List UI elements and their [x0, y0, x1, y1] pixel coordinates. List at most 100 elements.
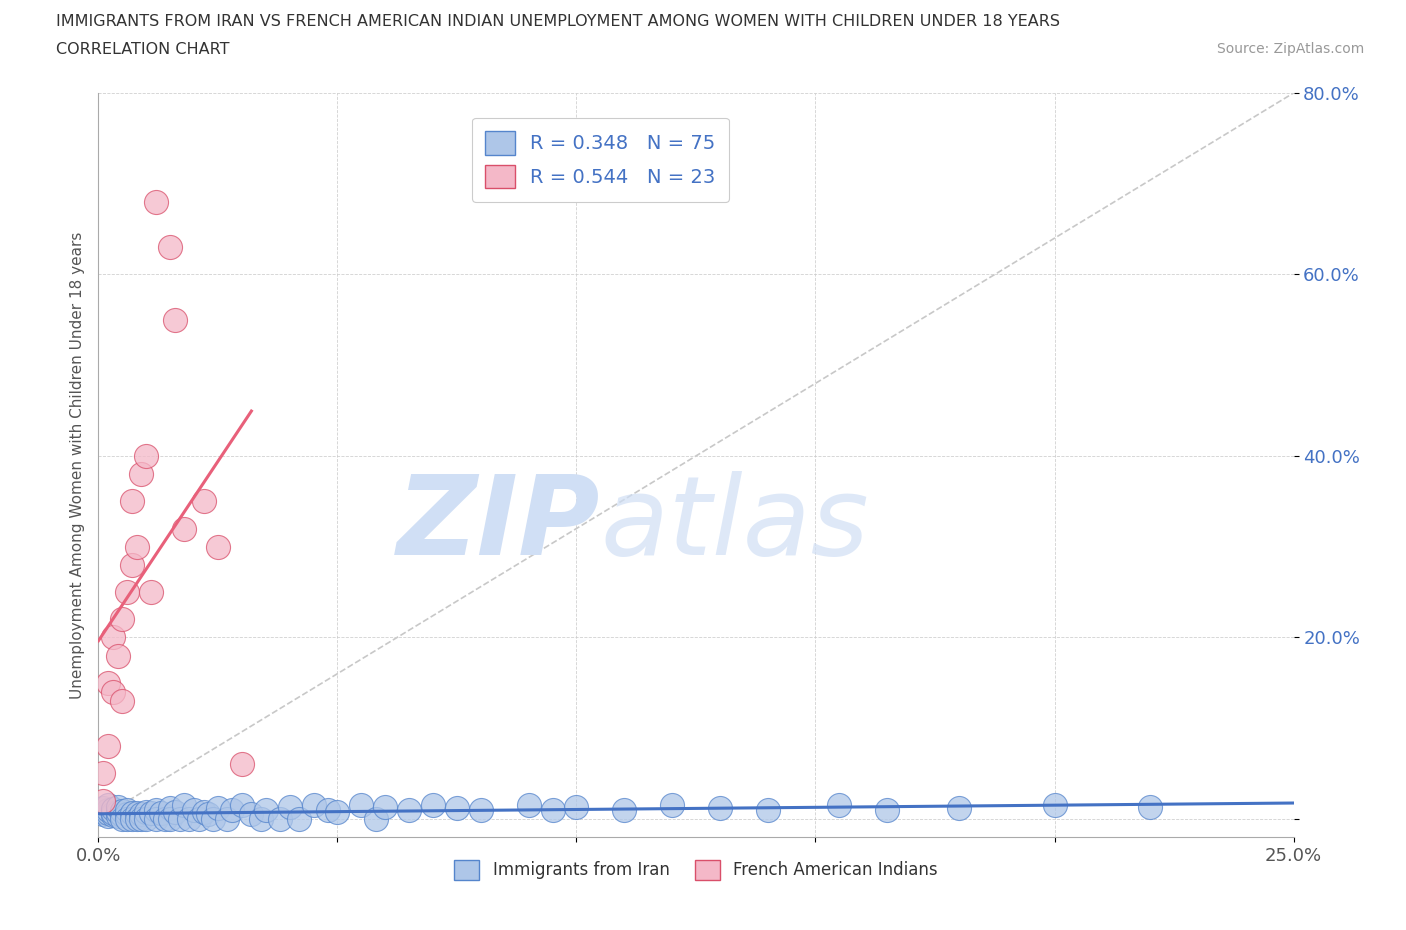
Text: IMMIGRANTS FROM IRAN VS FRENCH AMERICAN INDIAN UNEMPLOYMENT AMONG WOMEN WITH CHI: IMMIGRANTS FROM IRAN VS FRENCH AMERICAN … [56, 14, 1060, 29]
Point [398, 803, 420, 817]
Point [115, 803, 138, 817]
Legend: Immigrants from Iran, French American Indians: Immigrants from Iran, French American In… [446, 851, 946, 888]
Point [207, 539, 229, 554]
Point [173, 798, 195, 813]
Point [173, 521, 195, 536]
Point [107, 804, 129, 819]
Text: ZIP: ZIP [396, 471, 600, 578]
Point [159, 811, 181, 826]
Point [145, 811, 167, 826]
Point [159, 240, 181, 255]
Point [111, 804, 134, 818]
Point [107, 648, 129, 663]
Point [101, 808, 124, 823]
Point [231, 798, 253, 813]
Point [97, 809, 120, 824]
Point [135, 811, 157, 826]
Point [470, 803, 492, 817]
Point [202, 811, 225, 826]
Point [145, 194, 167, 209]
Point [97, 738, 120, 753]
Point [101, 684, 124, 699]
Point [756, 803, 779, 817]
Point [139, 806, 162, 821]
Point [207, 801, 229, 816]
Point [1043, 798, 1066, 813]
Point [97, 803, 120, 817]
Point [135, 804, 157, 819]
Point [613, 803, 636, 817]
Text: CORRELATION CHART: CORRELATION CHART [56, 42, 229, 57]
Point [565, 800, 588, 815]
Point [159, 801, 181, 816]
Point [221, 803, 243, 817]
Point [125, 811, 148, 826]
Point [91, 801, 114, 816]
Point [374, 800, 396, 815]
Point [350, 798, 373, 813]
Point [145, 803, 167, 817]
Point [111, 808, 134, 823]
Point [135, 448, 157, 463]
Point [91, 807, 114, 822]
Point [125, 539, 148, 554]
Point [364, 811, 387, 826]
Point [183, 803, 205, 817]
Point [828, 798, 851, 813]
Point [121, 806, 143, 821]
Point [661, 798, 683, 813]
Point [240, 807, 263, 822]
Point [121, 557, 143, 572]
Point [111, 694, 134, 709]
Y-axis label: Unemployment Among Women with Children Under 18 years: Unemployment Among Women with Children U… [69, 232, 84, 698]
Point [139, 585, 162, 600]
Point [131, 807, 153, 822]
Point [163, 312, 186, 327]
Point [517, 798, 540, 813]
Text: atlas: atlas [600, 471, 869, 578]
Point [541, 803, 564, 817]
Point [101, 805, 124, 820]
Point [231, 757, 253, 772]
Point [107, 809, 129, 824]
Point [111, 811, 134, 826]
Point [948, 801, 970, 816]
Point [709, 801, 731, 816]
Point [101, 630, 124, 644]
Point [1139, 800, 1161, 815]
Point [316, 803, 339, 817]
Point [97, 798, 120, 813]
Point [121, 494, 143, 509]
Point [169, 811, 191, 826]
Point [115, 807, 138, 822]
Point [217, 811, 239, 826]
Point [115, 811, 138, 826]
Point [446, 801, 468, 816]
Point [278, 800, 301, 815]
Point [876, 803, 898, 817]
Point [101, 802, 124, 817]
Point [131, 467, 153, 482]
Point [97, 806, 120, 821]
Point [91, 804, 114, 819]
Point [155, 811, 177, 826]
Point [115, 585, 138, 600]
Point [269, 811, 291, 826]
Point [107, 800, 129, 815]
Text: Source: ZipAtlas.com: Source: ZipAtlas.com [1216, 42, 1364, 56]
Point [250, 811, 273, 826]
Point [125, 805, 148, 820]
Point [179, 811, 201, 826]
Point [302, 798, 325, 813]
Point [254, 803, 277, 817]
Point [422, 798, 444, 813]
Point [149, 805, 172, 820]
Point [197, 807, 219, 822]
Point [187, 811, 209, 826]
Point [97, 675, 120, 690]
Point [121, 811, 143, 826]
Point [326, 804, 349, 819]
Point [288, 811, 311, 826]
Point [131, 811, 153, 826]
Point [163, 804, 186, 819]
